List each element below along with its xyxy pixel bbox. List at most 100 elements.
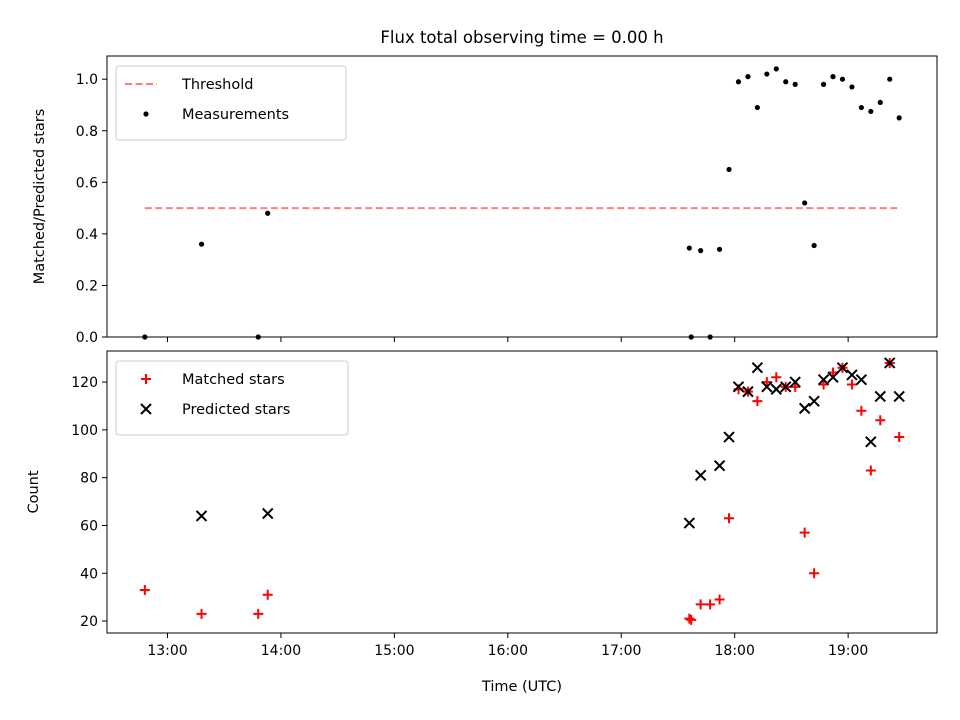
bottom-predicted-stars-point <box>865 436 877 448</box>
x-tick-label: 18:00 <box>715 643 755 659</box>
bottom-predicted-stars-point <box>893 390 905 403</box>
bottom-predicted-stars-point <box>683 517 696 529</box>
bottom-predicted-stars-point <box>884 357 896 369</box>
top-measurements-point <box>896 115 902 121</box>
top-measurements-point <box>839 76 846 82</box>
top-measurements-point <box>811 242 817 249</box>
top-measurements-point <box>707 334 713 340</box>
bottom-predicted-stars-point <box>732 381 745 393</box>
bottom-panel: 13:00 14:00 15:00 16:00 17:00 18:00 19:00 20 40 6… <box>26 350 938 695</box>
figure-title: Flux total observing time = 0.00 h <box>380 28 663 47</box>
top-measurements-point <box>142 334 148 340</box>
bottom-predicted-stars-point <box>780 381 792 393</box>
bottom-matched-stars-point <box>752 396 763 407</box>
bottom-matched-stars-point <box>684 613 695 624</box>
bottom-predicted-stars-point <box>808 395 820 407</box>
bottom-matched-stars-point <box>875 415 886 426</box>
top-y-tick-label: 1.0 <box>76 72 98 88</box>
legend-swatch <box>143 111 149 117</box>
bottom-matched-stars-point <box>799 527 810 538</box>
bottom-matched-stars-point <box>856 405 867 416</box>
top-measurements-point <box>764 71 770 77</box>
top-measurements-point <box>877 99 883 106</box>
top-measurements-point <box>868 108 874 115</box>
bottom-predicted-stars-point <box>798 402 811 415</box>
x-tick-label: 13:00 <box>147 643 187 659</box>
bottom-predicted-stars-point <box>195 510 208 522</box>
top-axes-frame <box>106 55 938 338</box>
top-measurements-point <box>783 79 789 85</box>
bottom-predicted-stars-point <box>694 469 707 481</box>
x-tick-label: 14:00 <box>261 643 301 659</box>
bottom-predicted-stars-point <box>723 431 735 443</box>
bottom-matched-stars-point <box>253 608 264 619</box>
top-measurements-point <box>830 74 836 80</box>
bottom-matched-stars-point <box>894 432 905 443</box>
top-measurements-point <box>726 166 732 173</box>
bottom-matched-stars-point <box>695 599 706 610</box>
bottom-matched-stars-point <box>705 599 716 610</box>
bottom-predicted-stars-point <box>789 376 801 388</box>
top-legend: Threshold Measurements <box>115 65 347 141</box>
bottom-predicted-stars-point <box>817 373 830 386</box>
top-measurements-point <box>688 334 694 340</box>
top-y-tick-label: 0.2 <box>76 278 98 294</box>
bottom-y-tick-label: 60 <box>80 518 98 534</box>
bottom-predicted-stars-point <box>855 373 868 386</box>
top-y-axis-label: Matched/Predicted stars <box>32 109 48 285</box>
bottom-matched-stars-point <box>846 379 857 390</box>
x-tick-label: 17:00 <box>601 643 641 659</box>
top-measurements-point <box>745 74 751 80</box>
top-measurements-point <box>698 248 704 254</box>
x-axis-label: Time (UTC) <box>481 679 562 695</box>
bottom-matched-stars-point <box>761 377 772 388</box>
bottom-predicted-stars-point <box>261 507 274 520</box>
bottom-y-tick-label: 20 <box>80 614 98 630</box>
x-tick-label: 15:00 <box>374 643 414 659</box>
bottom-matched-stars-point <box>828 367 839 378</box>
bottom-y-axis-label: Count <box>26 470 42 513</box>
legend-swatch <box>141 374 151 384</box>
legend-label: Predicted stars <box>182 402 290 418</box>
top-measurements-point <box>255 334 261 340</box>
bottom-matched-stars-point <box>262 589 273 600</box>
bottom-predicted-stars-point <box>874 390 886 403</box>
bottom-predicted-stars-point <box>827 371 839 383</box>
top-measurements-point <box>820 81 827 87</box>
bottom-predicted-stars-point <box>846 369 858 381</box>
top-y-tick-label: 0.0 <box>76 330 98 346</box>
top-measurements-point <box>735 79 742 85</box>
bottom-predicted-stars-point <box>751 362 764 374</box>
bottom-matched-stars-point <box>139 584 150 595</box>
top-measurements-point <box>198 241 205 247</box>
bottom-predicted-stars-point <box>742 385 754 398</box>
legend-box <box>115 360 349 436</box>
legend-label: Matched stars <box>182 372 285 388</box>
bottom-predicted-stars-point <box>713 460 726 472</box>
bottom-matched-stars-point <box>686 614 697 625</box>
top-y-tick-label: 0.8 <box>76 124 98 140</box>
bottom-y-tick-label: 80 <box>80 471 98 487</box>
top-measurements-point <box>686 245 692 251</box>
bottom-matched-stars-point <box>714 594 725 605</box>
x-tick-label: 19:00 <box>828 643 868 659</box>
top-y-tick-label: 0.4 <box>76 227 98 243</box>
bottom-predicted-stars-point <box>770 383 783 395</box>
top-measurements-point <box>802 200 808 206</box>
bottom-matched-stars-point <box>771 372 782 383</box>
bottom-axes-frame <box>106 350 938 634</box>
top-panel: 0.0 0.2 0.4 0.6 0.8 1.0 Matched/Predicted star… <box>32 55 938 346</box>
legend-label: Measurements <box>182 107 289 123</box>
x-tick-label: 16:00 <box>488 643 528 659</box>
bottom-matched-stars-point <box>724 513 735 524</box>
top-measurements-point <box>265 210 271 216</box>
top-measurements-point <box>754 104 760 111</box>
bottom-matched-stars-point <box>865 465 876 476</box>
bottom-legend: Matched stars Predicted stars <box>115 360 349 436</box>
bottom-predicted-stars-point <box>761 381 773 393</box>
legend-box <box>115 65 347 141</box>
bottom-predicted-stars-point <box>836 362 849 374</box>
top-y-tick-label: 0.6 <box>76 175 98 191</box>
bottom-matched-stars-point <box>790 381 801 392</box>
